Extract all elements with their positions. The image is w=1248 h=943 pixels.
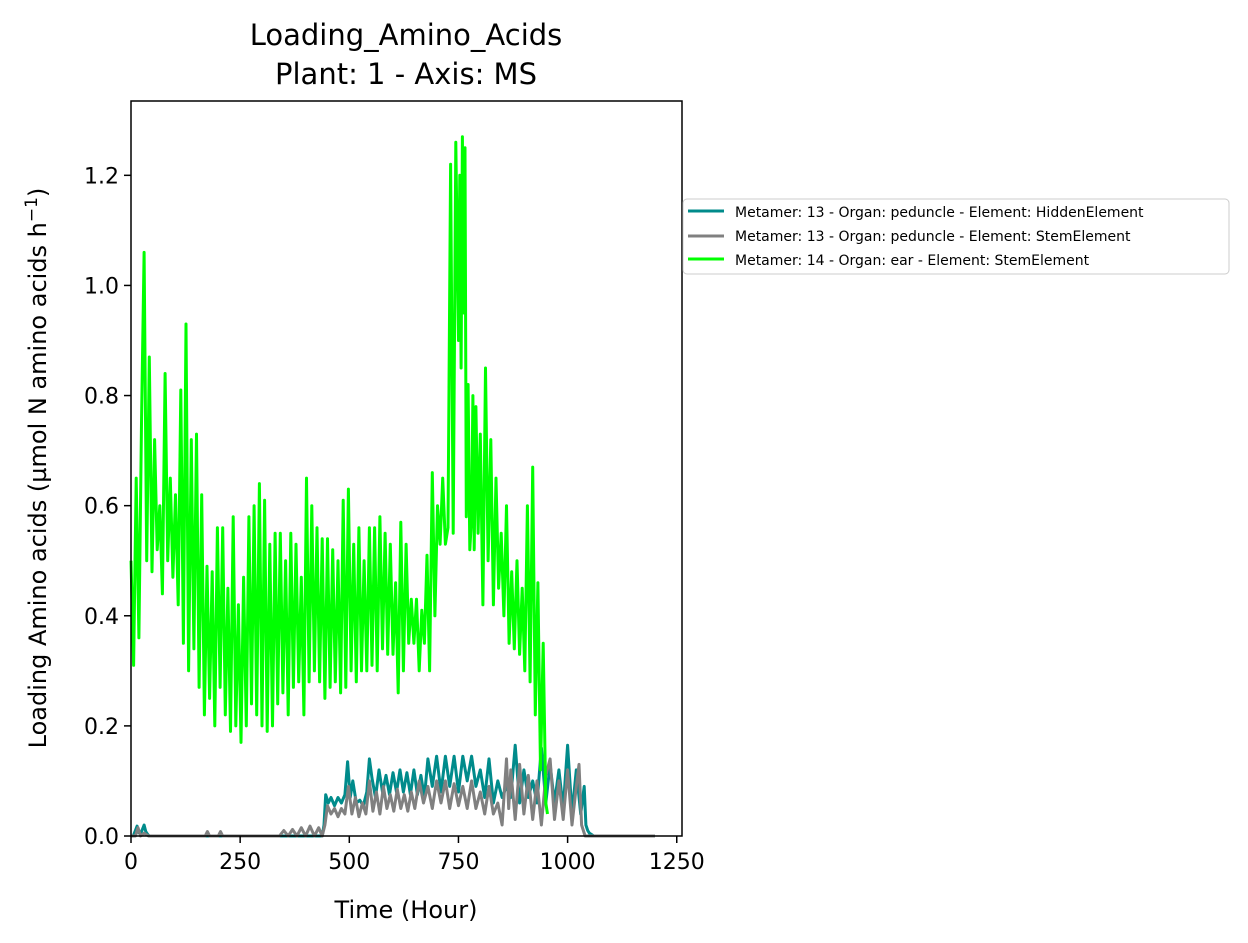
x-tick-label: 1000 xyxy=(540,850,596,875)
y-axis-label-main: Loading Amino acids (µmol N amino acids … xyxy=(24,222,52,748)
chart-title: Loading_Amino_Acids xyxy=(250,18,563,52)
y-tick-label: 0.2 xyxy=(84,715,119,740)
legend-box xyxy=(682,198,1230,275)
x-tick-label: 1250 xyxy=(649,850,705,875)
legend: Metamer: 13 - Organ: peduncle - Element:… xyxy=(682,198,1230,275)
series-line-2 xyxy=(129,135,549,815)
y-tick-label: 0.4 xyxy=(84,605,119,630)
y-axis-label: Loading Amino acids (µmol N amino acids … xyxy=(22,188,52,749)
y-axis-label-superscript: −1 xyxy=(22,197,42,222)
legend-label-ear-stem-element: Metamer: 14 - Organ: ear - Element: Stem… xyxy=(735,253,1090,269)
chart-subtitle: Plant: 1 - Axis: MS xyxy=(275,57,537,91)
x-tick-label: 0 xyxy=(124,850,138,875)
y-tick-label: 0.0 xyxy=(84,825,119,850)
legend-label-hidden-element: Metamer: 13 - Organ: peduncle - Element:… xyxy=(735,205,1144,221)
x-axis-label: Time (Hour) xyxy=(334,896,478,924)
y-tick-label: 1.2 xyxy=(84,164,119,189)
x-axis-ticks: 0 250 500 750 1000 1250 xyxy=(124,836,705,875)
legend-label-peduncle-stem-element: Metamer: 13 - Organ: peduncle - Element:… xyxy=(735,229,1131,245)
y-axis-ticks: 0.0 0.2 0.4 0.6 0.8 1.0 1.2 xyxy=(84,164,131,850)
y-tick-label: 1.0 xyxy=(84,274,119,299)
x-tick-label: 500 xyxy=(328,850,370,875)
x-tick-label: 250 xyxy=(219,850,261,875)
y-tick-label: 0.6 xyxy=(84,495,119,520)
y-axis-label-suffix: ) xyxy=(24,188,52,197)
x-tick-label: 750 xyxy=(437,850,479,875)
plot-frame xyxy=(130,100,683,837)
y-tick-label: 0.8 xyxy=(84,385,119,410)
